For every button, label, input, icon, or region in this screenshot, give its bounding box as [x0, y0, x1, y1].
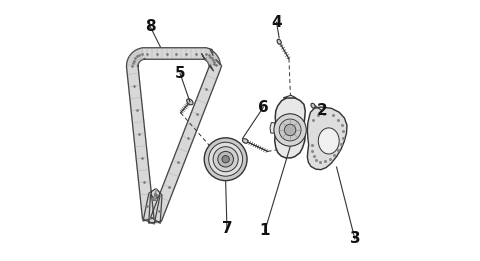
Circle shape [284, 124, 296, 136]
Circle shape [279, 119, 301, 141]
Polygon shape [270, 123, 275, 133]
Circle shape [209, 142, 242, 176]
Circle shape [218, 151, 233, 167]
Ellipse shape [318, 128, 339, 154]
Text: 3: 3 [349, 231, 360, 246]
Circle shape [213, 147, 238, 172]
Text: 7: 7 [222, 221, 232, 236]
Text: 6: 6 [258, 99, 269, 115]
Text: 5: 5 [175, 66, 185, 81]
Polygon shape [307, 107, 347, 170]
Text: 2: 2 [317, 103, 327, 118]
Polygon shape [275, 98, 305, 158]
Text: 8: 8 [144, 19, 155, 34]
Circle shape [274, 114, 306, 146]
Text: 4: 4 [271, 15, 282, 30]
Circle shape [204, 138, 247, 181]
Ellipse shape [277, 39, 281, 44]
Polygon shape [283, 95, 296, 98]
Polygon shape [127, 48, 222, 224]
Ellipse shape [187, 99, 193, 105]
Text: 1: 1 [260, 223, 270, 239]
Ellipse shape [242, 139, 248, 143]
Ellipse shape [311, 103, 315, 108]
Circle shape [222, 156, 229, 163]
